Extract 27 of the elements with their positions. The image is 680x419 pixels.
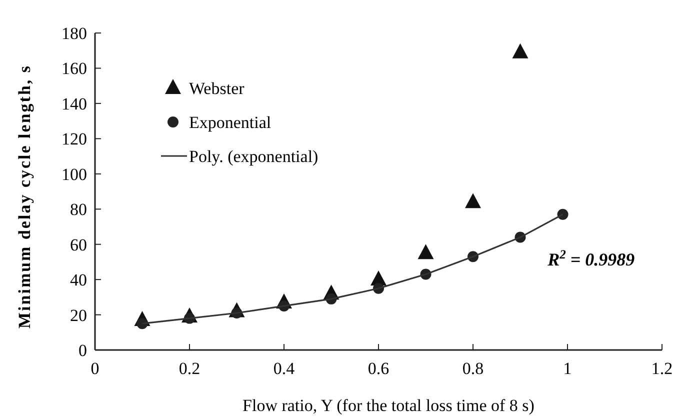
point: [557, 208, 568, 220]
legend-label: Poly. (exponential): [189, 147, 318, 166]
y-tick-label: 180: [62, 24, 87, 43]
y-tick-label: 40: [70, 270, 87, 290]
y-tick-label: 80: [70, 200, 87, 220]
x-tick-label: 0.8: [462, 359, 484, 378]
y-tick-label: 160: [62, 59, 87, 78]
x-tick-label: 0.4: [273, 359, 296, 378]
y-tick-label: 60: [70, 235, 87, 254]
x-tick-label: 0.2: [178, 359, 200, 378]
x-tick-label: 0: [90, 359, 100, 378]
annotation: R$^{2}$ = 0.9989: [546, 247, 635, 270]
y-tick-label: 20: [70, 306, 87, 325]
legend-label: Exponential: [189, 113, 272, 132]
point: [512, 43, 528, 58]
y-tick-label: 140: [62, 94, 87, 114]
y-tick-label: 0: [78, 341, 87, 360]
y-axis-title: Minimum delay cycle length, s: [15, 64, 34, 329]
x-axis-title: Flow ratio, Y (for the total loss time of 8 s): [242, 396, 534, 415]
legend-label: Webster: [189, 79, 245, 98]
point: [465, 193, 481, 208]
y-tick-label: 120: [62, 130, 87, 149]
y-tick-label: 100: [62, 164, 87, 184]
x-tick-label: 1: [563, 359, 572, 378]
x-tick-label: 0.6: [368, 359, 390, 378]
x-tick-label: 1.2: [651, 359, 673, 378]
point: [418, 244, 434, 260]
